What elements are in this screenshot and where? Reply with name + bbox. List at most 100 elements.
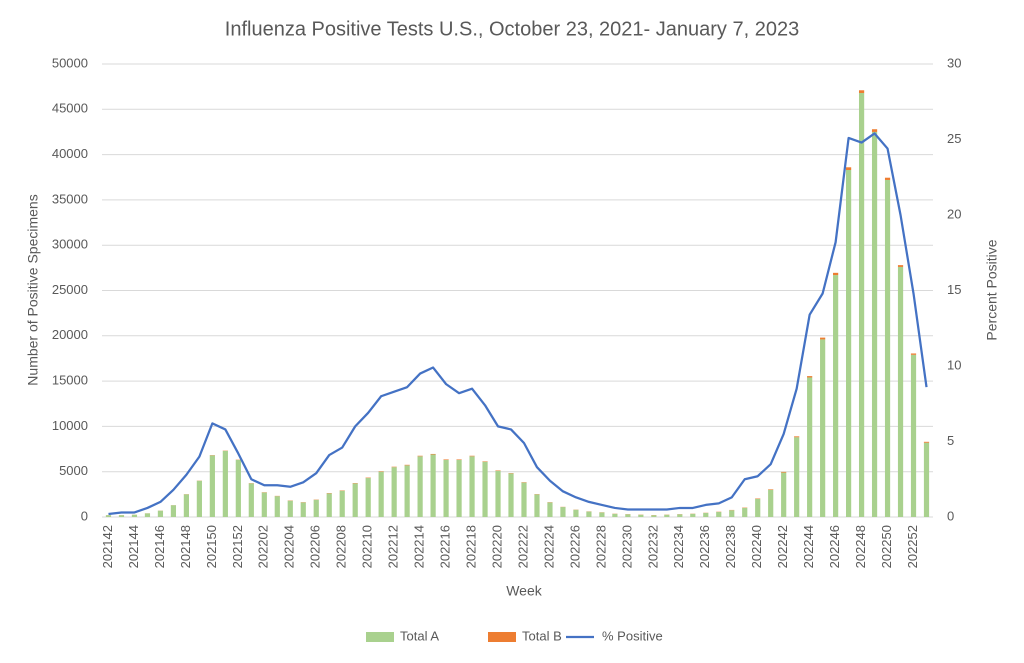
x-tick-label: 202152 <box>230 525 245 568</box>
bar <box>716 512 722 517</box>
y2-tick-label: 20 <box>947 206 961 221</box>
bar <box>495 470 501 517</box>
line <box>108 132 928 516</box>
x-tick-label: 202146 <box>152 525 167 568</box>
y-tick-label: 5000 <box>59 463 88 478</box>
x-axis-title: Week <box>506 583 543 599</box>
bar <box>846 167 852 171</box>
y2-tick-label: 25 <box>947 131 961 146</box>
bar <box>858 90 865 93</box>
bar <box>417 455 423 457</box>
bar <box>131 514 138 517</box>
legend-swatch <box>488 632 516 642</box>
x-tick-label: 202204 <box>282 525 297 568</box>
legend-label: Total A <box>400 628 439 643</box>
bar <box>923 442 930 517</box>
y-tick-label: 50000 <box>52 55 88 70</box>
x-tick-label: 202252 <box>905 525 920 568</box>
bar <box>261 492 267 517</box>
x-tick-label: 202248 <box>853 525 868 568</box>
y2-tick-label: 10 <box>947 357 961 372</box>
bar <box>794 437 800 517</box>
x-tick-label: 202214 <box>412 525 427 568</box>
bar <box>183 494 189 517</box>
bar <box>326 493 332 517</box>
bar <box>677 514 683 517</box>
bar <box>768 489 774 517</box>
x-tick-label: 202230 <box>619 525 634 568</box>
bar <box>417 456 423 517</box>
bar <box>729 510 735 517</box>
bar <box>443 459 449 517</box>
bar <box>794 436 800 438</box>
bar <box>768 489 774 490</box>
y-tick-label: 40000 <box>52 146 88 161</box>
bar <box>118 515 125 517</box>
x-tick-label: 202222 <box>515 525 530 568</box>
bar <box>858 92 865 517</box>
bar <box>105 515 112 517</box>
bar <box>157 510 164 517</box>
x-tick-label: 202142 <box>100 525 115 568</box>
bar <box>910 353 917 355</box>
bar <box>222 450 228 517</box>
x-tick-label: 202216 <box>438 525 453 568</box>
bar <box>391 467 397 517</box>
bar <box>430 454 436 517</box>
bar <box>209 455 215 517</box>
y2-axis-title: Percent Positive <box>984 239 1000 340</box>
bar <box>612 513 618 517</box>
y-tick-label: 35000 <box>52 191 88 206</box>
bar <box>807 376 813 378</box>
x-tick-label: 202250 <box>879 525 894 568</box>
x-tick-label: 202212 <box>386 525 401 568</box>
x-tick-label: 202202 <box>256 525 271 568</box>
bar <box>196 480 202 517</box>
bar <box>300 502 306 517</box>
y-tick-label: 30000 <box>52 237 88 252</box>
x-tick-label: 202226 <box>567 525 582 568</box>
bar <box>508 473 514 517</box>
legend-swatch <box>366 632 394 642</box>
bar <box>170 505 177 517</box>
bar <box>923 441 930 443</box>
x-tick-label: 202238 <box>723 525 738 568</box>
y-tick-label: 0 <box>81 508 88 523</box>
bar <box>846 170 852 517</box>
bar <box>235 459 241 517</box>
bar <box>430 453 436 455</box>
y-tick-label: 20000 <box>52 327 88 342</box>
y-tick-label: 15000 <box>52 373 88 388</box>
bar <box>703 512 709 517</box>
x-tick-label: 202210 <box>360 525 375 568</box>
bar <box>547 502 553 517</box>
bar <box>781 472 787 517</box>
bar <box>274 496 280 517</box>
bar <box>755 498 761 517</box>
y-tick-label: 25000 <box>52 282 88 297</box>
x-tick-label: 202236 <box>697 525 712 568</box>
bar <box>352 483 358 517</box>
bar <box>820 339 826 517</box>
x-tick-label: 202218 <box>463 525 478 568</box>
x-tick-label: 202224 <box>541 525 556 568</box>
y2-tick-label: 15 <box>947 282 961 297</box>
bar <box>378 471 384 517</box>
bar <box>469 455 475 457</box>
legend-label: Total B <box>522 628 562 643</box>
bar <box>625 514 631 517</box>
chart-title: Influenza Positive Tests U.S., October 2… <box>225 18 799 40</box>
x-tick-label: 202232 <box>645 525 660 568</box>
x-tick-label: 202148 <box>178 525 193 568</box>
bar <box>897 266 904 517</box>
x-tick-label: 202206 <box>308 525 323 568</box>
bar <box>573 509 579 517</box>
bar <box>287 500 293 517</box>
bar <box>884 179 891 517</box>
bar <box>456 459 462 517</box>
bar <box>638 514 644 517</box>
x-tick-label: 202234 <box>671 525 686 568</box>
bar <box>313 499 319 517</box>
y2-tick-label: 5 <box>947 433 954 448</box>
